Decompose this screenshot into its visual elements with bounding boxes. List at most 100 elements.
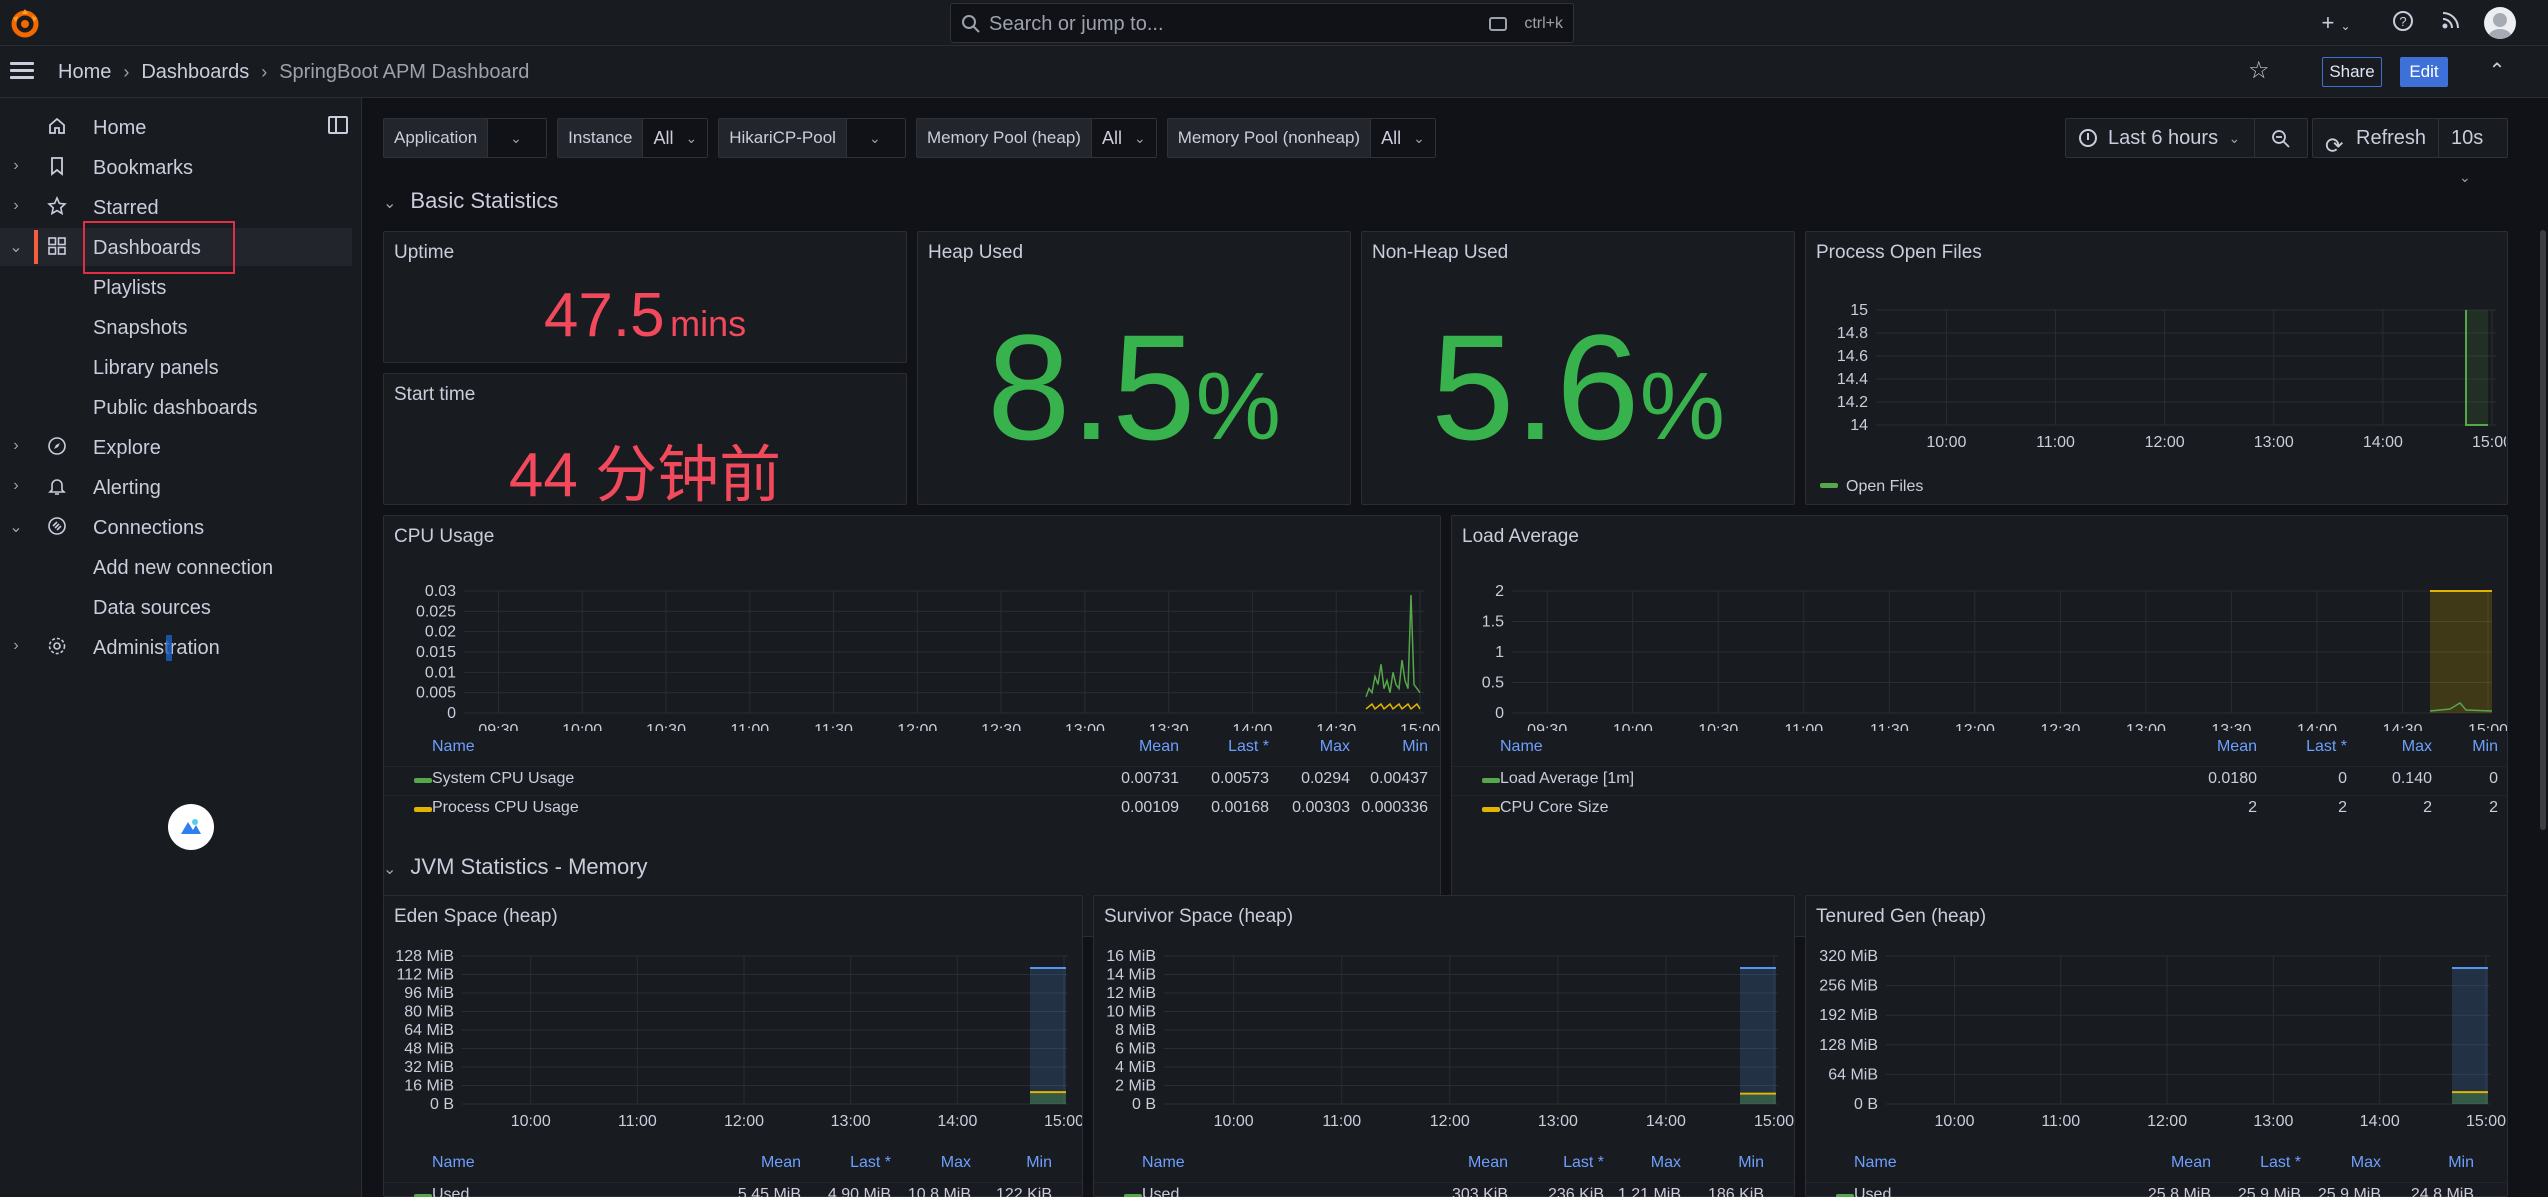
legend-header-name[interactable]: Name [1854,1154,1897,1171]
variable-instance[interactable]: Instance All ⌄ [557,118,709,158]
legend-header-max[interactable]: Max [940,1154,971,1171]
sidebar-item-snapshots[interactable]: Snapshots [0,308,352,346]
legend-header-name[interactable]: Name [1142,1154,1185,1171]
chevron-right-icon[interactable]: › [13,437,19,454]
legend-header-max[interactable]: Max [2350,1154,2381,1171]
legend-row[interactable]: Process CPU Usage 0.00109 0.00168 0.00303 0.… [384,795,1440,819]
legend-header-max[interactable]: Max [1319,738,1350,755]
legend-header-min[interactable]: Min [2448,1154,2474,1171]
legend-row[interactable]: System CPU Usage 0.00731 0.00573 0.0294 0.00… [384,766,1440,790]
refresh-interval-select[interactable]: 10s ⌄ [2439,119,2507,185]
variable-memory-pool-nonheap[interactable]: Memory Pool (nonheap) All ⌄ [1166,118,1436,158]
chevron-right-icon[interactable]: › [13,477,19,494]
floating-assistant-button[interactable] [168,804,214,850]
legend-header-min[interactable]: Min [2472,738,2498,755]
variable-application[interactable]: Application ⌄ [383,118,548,158]
legend-header-mean[interactable]: Mean [2170,1154,2211,1171]
sidebar-item-public-dashboards[interactable]: Public dashboards [0,388,352,426]
sidebar-item-home[interactable]: Home [0,108,352,146]
help-icon[interactable]: ? [2390,10,2416,36]
sidebar-item-data-sources[interactable]: Data sources [0,588,352,626]
chevron-down-icon[interactable]: ⌄ [9,239,23,256]
legend-row[interactable]: CPU Core Size 2 2 2 2 [1452,795,2507,819]
variable-select[interactable]: ⌄ [488,119,547,157]
chevron-down-icon[interactable]: ⌄ [9,519,23,536]
share-button[interactable]: Share [2322,57,2382,87]
legend-header-last[interactable]: Last * [850,1154,891,1171]
chevron-right-icon[interactable]: › [13,197,19,214]
legend-header-last[interactable]: Last * [2260,1154,2301,1171]
sidebar-item-starred[interactable]: › Starred [0,188,352,226]
variable-hikaricp-pool[interactable]: HikariCP-Pool ⌄ [718,118,906,158]
row-basic-statistics[interactable]: ⌄ Basic Statistics [383,188,558,214]
refresh-button[interactable]: ⟳ Refresh [2313,119,2439,158]
zoom-out-icon[interactable] [2255,119,2307,157]
legend-item[interactable]: Open Files [1820,478,1923,496]
legend-header-name[interactable]: Name [432,738,475,755]
sidebar-item-label: Connections [93,517,205,539]
row-jvm-memory[interactable]: ⌄ JVM Statistics - Memory [383,854,648,880]
x-tick-label: 12:30 [2040,722,2080,731]
chevron-right-icon[interactable]: › [13,637,19,654]
legend-header-min[interactable]: Min [1026,1154,1052,1171]
breadcrumb-home[interactable]: Home [58,61,112,83]
sidebar-item-administration[interactable]: › Administration [0,628,352,666]
legend-header-mean[interactable]: Mean [2216,738,2257,755]
user-avatar[interactable] [2484,7,2516,39]
chevron-up-icon[interactable]: ⌃ [2488,60,2506,82]
breadcrumb-dashboards[interactable]: Dashboards [141,61,250,83]
sidebar-item-library-panels[interactable]: Library panels [0,348,352,386]
add-new-icon[interactable]: + ⌄ [2321,10,2351,35]
sidebar-item-explore[interactable]: › Explore [0,428,352,466]
dock-menu-icon[interactable] [328,116,348,134]
legend-row[interactable]: Load Average [1m] 0.0180 0 0.140 0 [1452,766,2507,790]
legend-row[interactable]: Used 25.8 MiB 25.9 MiB 25.9 MiB 24.8 MiB [1806,1182,2507,1197]
legend-header-mean[interactable]: Mean [760,1154,801,1171]
legend-header-last[interactable]: Last * [1228,738,1269,755]
scrollbar[interactable] [2540,230,2546,830]
sidebar-item-add-new-connection[interactable]: Add new connection [0,548,352,586]
sidebar-item-alerting[interactable]: › Alerting [0,468,352,506]
mark-favorite-icon[interactable]: ☆ [2248,57,2270,84]
variable-select[interactable]: ⌄ [846,119,905,157]
sidebar-item-bookmarks[interactable]: › Bookmarks [0,148,352,186]
variable-select[interactable]: All ⌄ [1091,119,1156,157]
grafana-logo-icon[interactable] [8,6,42,40]
time-range-picker[interactable]: Last 6 hours ⌄ [2065,118,2308,158]
sidebar-item-connections[interactable]: ⌄ Connections [0,508,352,546]
legend-header-last[interactable]: Last * [2306,738,2347,755]
x-tick-label: 12:00 [1955,722,1995,731]
edit-button[interactable]: Edit [2400,57,2448,87]
legend-header-last[interactable]: Last * [1563,1154,1604,1171]
legend-swatch [414,1194,432,1197]
legend-header-mean[interactable]: Mean [1138,738,1179,755]
open-files-chart[interactable]: 15 14.8 14.6 14.4 14.2 14 10:00 11:00 12:00 13:00… [1806,282,2506,482]
sidebar-item-playlists[interactable]: Playlists [0,268,352,306]
x-tick-label: 13:00 [2253,1113,2293,1130]
legend-header-mean[interactable]: Mean [1467,1154,1508,1171]
legend-value-min: 0.000336 [1361,799,1428,816]
tenured-gen-chart[interactable]: 320 MiB 256 MiB 192 MiB 128 MiB 64 MiB 0 B 10:… [1806,944,2507,1154]
news-rss-icon[interactable] [2438,10,2464,36]
variable-memory-pool-heap[interactable]: Memory Pool (heap) All ⌄ [915,118,1157,158]
legend-header-min[interactable]: Min [1402,738,1428,755]
sidebar-item-dashboards[interactable]: ⌄ Dashboards [0,228,352,266]
legend-header-min[interactable]: Min [1738,1154,1764,1171]
search-input[interactable]: Search or jump to... ctrl+k [950,3,1574,43]
legend-row[interactable]: Used 303 KiB 236 KiB 1.21 MiB 186 KiB [1094,1182,1794,1197]
menu-toggle-icon[interactable] [10,62,34,80]
legend-row[interactable]: Used 5.45 MiB 4.90 MiB 10.8 MiB 122 KiB [384,1182,1082,1197]
legend-header-max[interactable]: Max [2401,738,2432,755]
chevron-right-icon[interactable]: › [13,157,19,174]
cpu-usage-chart[interactable]: 0.03 0.025 0.02 0.015 0.01 0.005 0 09:30 10:00 10… [384,561,1440,731]
load-average-chart[interactable]: 2 1.5 1 0.5 0 09:30 10:00 10:30 11:00 11:30 12:00 1… [1452,561,2507,731]
legend-header-max[interactable]: Max [1650,1154,1681,1171]
time-range-button[interactable]: Last 6 hours ⌄ [2066,119,2256,157]
variable-select[interactable]: All ⌄ [643,119,708,157]
refresh-picker[interactable]: ⟳ Refresh 10s ⌄ [2312,118,2508,185]
legend-header-name[interactable]: Name [1500,738,1543,755]
legend-header-name[interactable]: Name [432,1154,475,1171]
variable-select[interactable]: All ⌄ [1371,119,1435,157]
